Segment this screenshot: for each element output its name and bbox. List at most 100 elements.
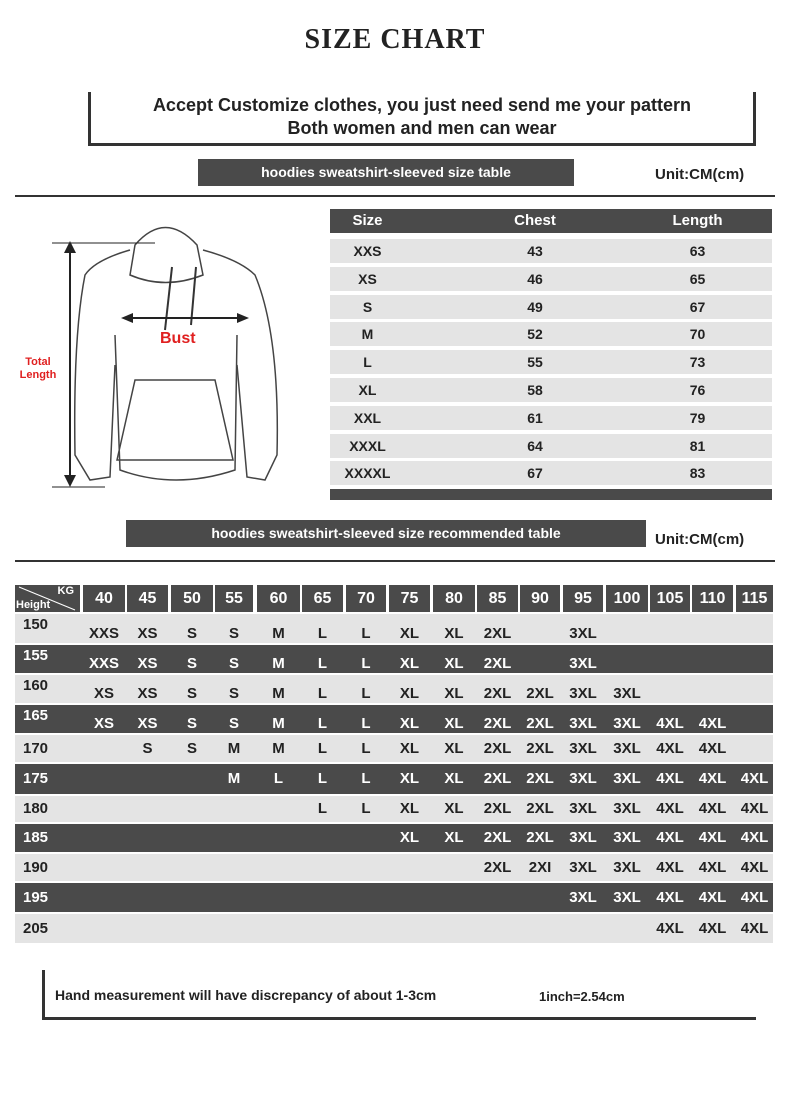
table-row: 160 XS XS S S M L L XL XL 2XL 2XL 3XL 3XL: [15, 675, 773, 703]
cell: 73: [689, 354, 706, 371]
size-cell: S: [186, 685, 197, 702]
size-cell: 4XL: [656, 800, 684, 817]
size-cell: 2XL: [483, 685, 512, 702]
size-cell: 2XL: [526, 740, 554, 757]
table-row: 185 XL XL 2XL 2XL 3XL 3XL 4XL 4XL 4XL: [15, 824, 773, 852]
size-cell: S: [228, 655, 239, 672]
size-cell: XS: [93, 685, 114, 702]
cell: 49: [527, 298, 543, 315]
recommended-table-title: hoodies sweatshirt-sleeved size recommen…: [126, 520, 646, 547]
size-cell: 3XL: [613, 800, 641, 817]
size-cell: XS: [137, 655, 158, 672]
size-cell: L: [317, 715, 328, 732]
height-cell: 195: [23, 889, 49, 906]
size-cell: L: [317, 625, 328, 642]
table-row: 180 L L XL XL 2XL 2XL 3XL 3XL 4XL 4XL 4XL: [15, 796, 773, 822]
size-cell: L: [361, 770, 371, 787]
height-cell: 185: [23, 829, 49, 846]
size-cell: 2XL: [483, 770, 512, 787]
size-cell: 4XL: [698, 829, 727, 846]
table-row: XXXL 64 81: [330, 433, 772, 458]
size-cell: 4XL: [740, 770, 769, 787]
size-cell: 3XL: [569, 800, 597, 817]
table-row: 155 XXS XS S S M L L XL XL 2XL 3XL: [15, 645, 773, 673]
size-cell: 3XL: [613, 715, 641, 732]
size-cell: XL: [444, 770, 464, 787]
size-cell: L: [317, 655, 328, 672]
weight-header: 95: [563, 585, 603, 612]
table-row: M 52 70: [330, 322, 772, 347]
size-cell: XS: [137, 625, 158, 642]
weight-header: 80: [433, 585, 475, 612]
recommended-table-unit: Unit:CM(cm): [655, 531, 745, 548]
size-cell: 2XL: [483, 829, 512, 846]
discrepancy-note: Hand measurement will have discrepancy o…: [55, 987, 437, 1003]
cell: 64: [527, 437, 543, 454]
table-row: 190 2XL 2XI 3XL 3XL 4XL 4XL 4XL: [15, 854, 773, 881]
size-cell: M: [272, 715, 285, 732]
size-cell: S: [142, 740, 153, 757]
height-cell: 190: [23, 859, 49, 876]
size-cell: XS: [137, 685, 158, 702]
table-row: XXXXL 67 83: [330, 461, 772, 486]
table-row: XS 46 65: [330, 266, 772, 291]
size-cell: M: [227, 770, 241, 787]
size-cell: XL: [444, 800, 464, 817]
height-cell: 155: [23, 647, 49, 664]
size-cell: 2XL: [483, 715, 512, 732]
size-cell: XL: [444, 625, 464, 642]
size-cell: XL: [444, 829, 464, 846]
customize-banner: Accept Customize clothes, you just need …: [88, 92, 756, 146]
cell: 43: [527, 243, 543, 259]
cell: 81: [689, 437, 706, 454]
weight-header: 115: [736, 585, 773, 612]
divider: [15, 560, 775, 562]
size-cell: L: [361, 685, 371, 702]
size-cell: 3XL: [613, 740, 641, 757]
cell: 70: [689, 326, 706, 343]
size-cell: 4XL: [656, 829, 684, 846]
weight-header: 90: [520, 585, 560, 612]
table-row: XXS 43 63: [330, 239, 772, 263]
cell: 52: [527, 326, 543, 343]
table-row: XXL 61 79: [330, 405, 772, 430]
size-cell: XL: [399, 715, 420, 732]
size-table-title: hoodies sweatshirt-sleeved size table: [198, 159, 574, 186]
size-cell: 4XL: [698, 920, 727, 937]
size-cell: M: [272, 685, 285, 702]
weight-header: 55: [215, 585, 253, 612]
cell: XS: [358, 270, 377, 287]
cell: Chest: [514, 212, 556, 229]
size-cell: S: [186, 655, 197, 672]
size-cell: 2XL: [483, 740, 512, 757]
size-cell: 4XL: [740, 889, 769, 906]
cell: 63: [689, 243, 706, 259]
weight-header: 110: [692, 585, 733, 612]
size-cell: 3XL: [569, 829, 597, 846]
size-cell: XL: [399, 770, 420, 787]
size-cell: L: [317, 685, 328, 702]
size-cell: M: [227, 740, 241, 757]
cell: L: [363, 354, 372, 371]
size-cell: L: [273, 770, 284, 787]
page-title: SIZE CHART: [304, 24, 486, 55]
table-row: 205 4XL 4XL 4XL: [15, 914, 773, 943]
size-cell: 4XL: [698, 859, 727, 876]
size-cell: M: [272, 625, 285, 642]
size-cell: 4XL: [656, 740, 684, 757]
size-cell: 3XL: [569, 655, 597, 672]
size-cell: S: [186, 715, 197, 732]
size-cell: 4XL: [656, 770, 684, 787]
size-cell: 3XL: [569, 770, 597, 787]
size-cell: XL: [399, 800, 420, 817]
size-cell: XXS: [88, 655, 119, 672]
total-length-label: Total Length: [19, 356, 57, 381]
table-row: 170 S S M M L L XL XL 2XL 2XL 3XL 3XL 4XL 4XL: [15, 735, 773, 762]
size-cell: XL: [444, 740, 464, 757]
size-cell: XL: [444, 715, 464, 732]
size-cell: 2XL: [483, 800, 512, 817]
cell: XXL: [353, 409, 382, 426]
size-cell: XL: [399, 829, 420, 846]
weight-header: 70: [346, 585, 386, 612]
size-cell: L: [361, 800, 371, 817]
